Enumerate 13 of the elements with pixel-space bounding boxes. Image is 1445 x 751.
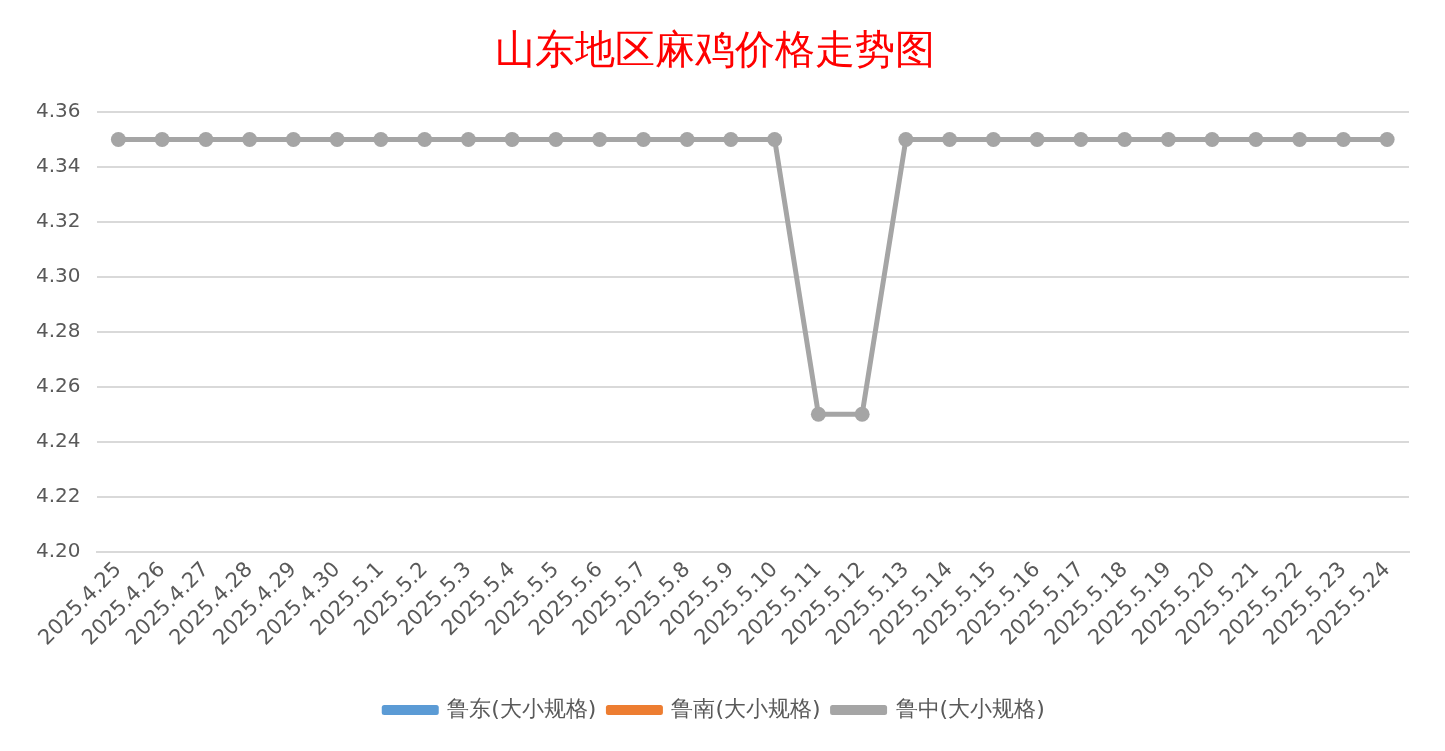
legend-label: 鲁中(大小规格) bbox=[895, 695, 1045, 721]
y-tick-label: 4.24 bbox=[36, 427, 81, 452]
y-tick-label: 4.28 bbox=[36, 318, 81, 343]
y-tick-label: 4.22 bbox=[36, 482, 81, 507]
y-tick-label: 4.30 bbox=[36, 263, 81, 288]
legend-label: 鲁东(大小规格) bbox=[447, 695, 597, 721]
y-tick-label: 4.26 bbox=[36, 372, 81, 397]
y-tick-label: 4.36 bbox=[36, 98, 81, 123]
chart-title: 山东地区麻鸡价格走势图 bbox=[494, 26, 935, 72]
y-tick-label: 4.34 bbox=[36, 153, 81, 178]
y-tick-label: 4.32 bbox=[36, 208, 81, 233]
legend-label: 鲁南(大小规格) bbox=[671, 695, 821, 721]
y-tick-label: 4.20 bbox=[36, 537, 81, 562]
